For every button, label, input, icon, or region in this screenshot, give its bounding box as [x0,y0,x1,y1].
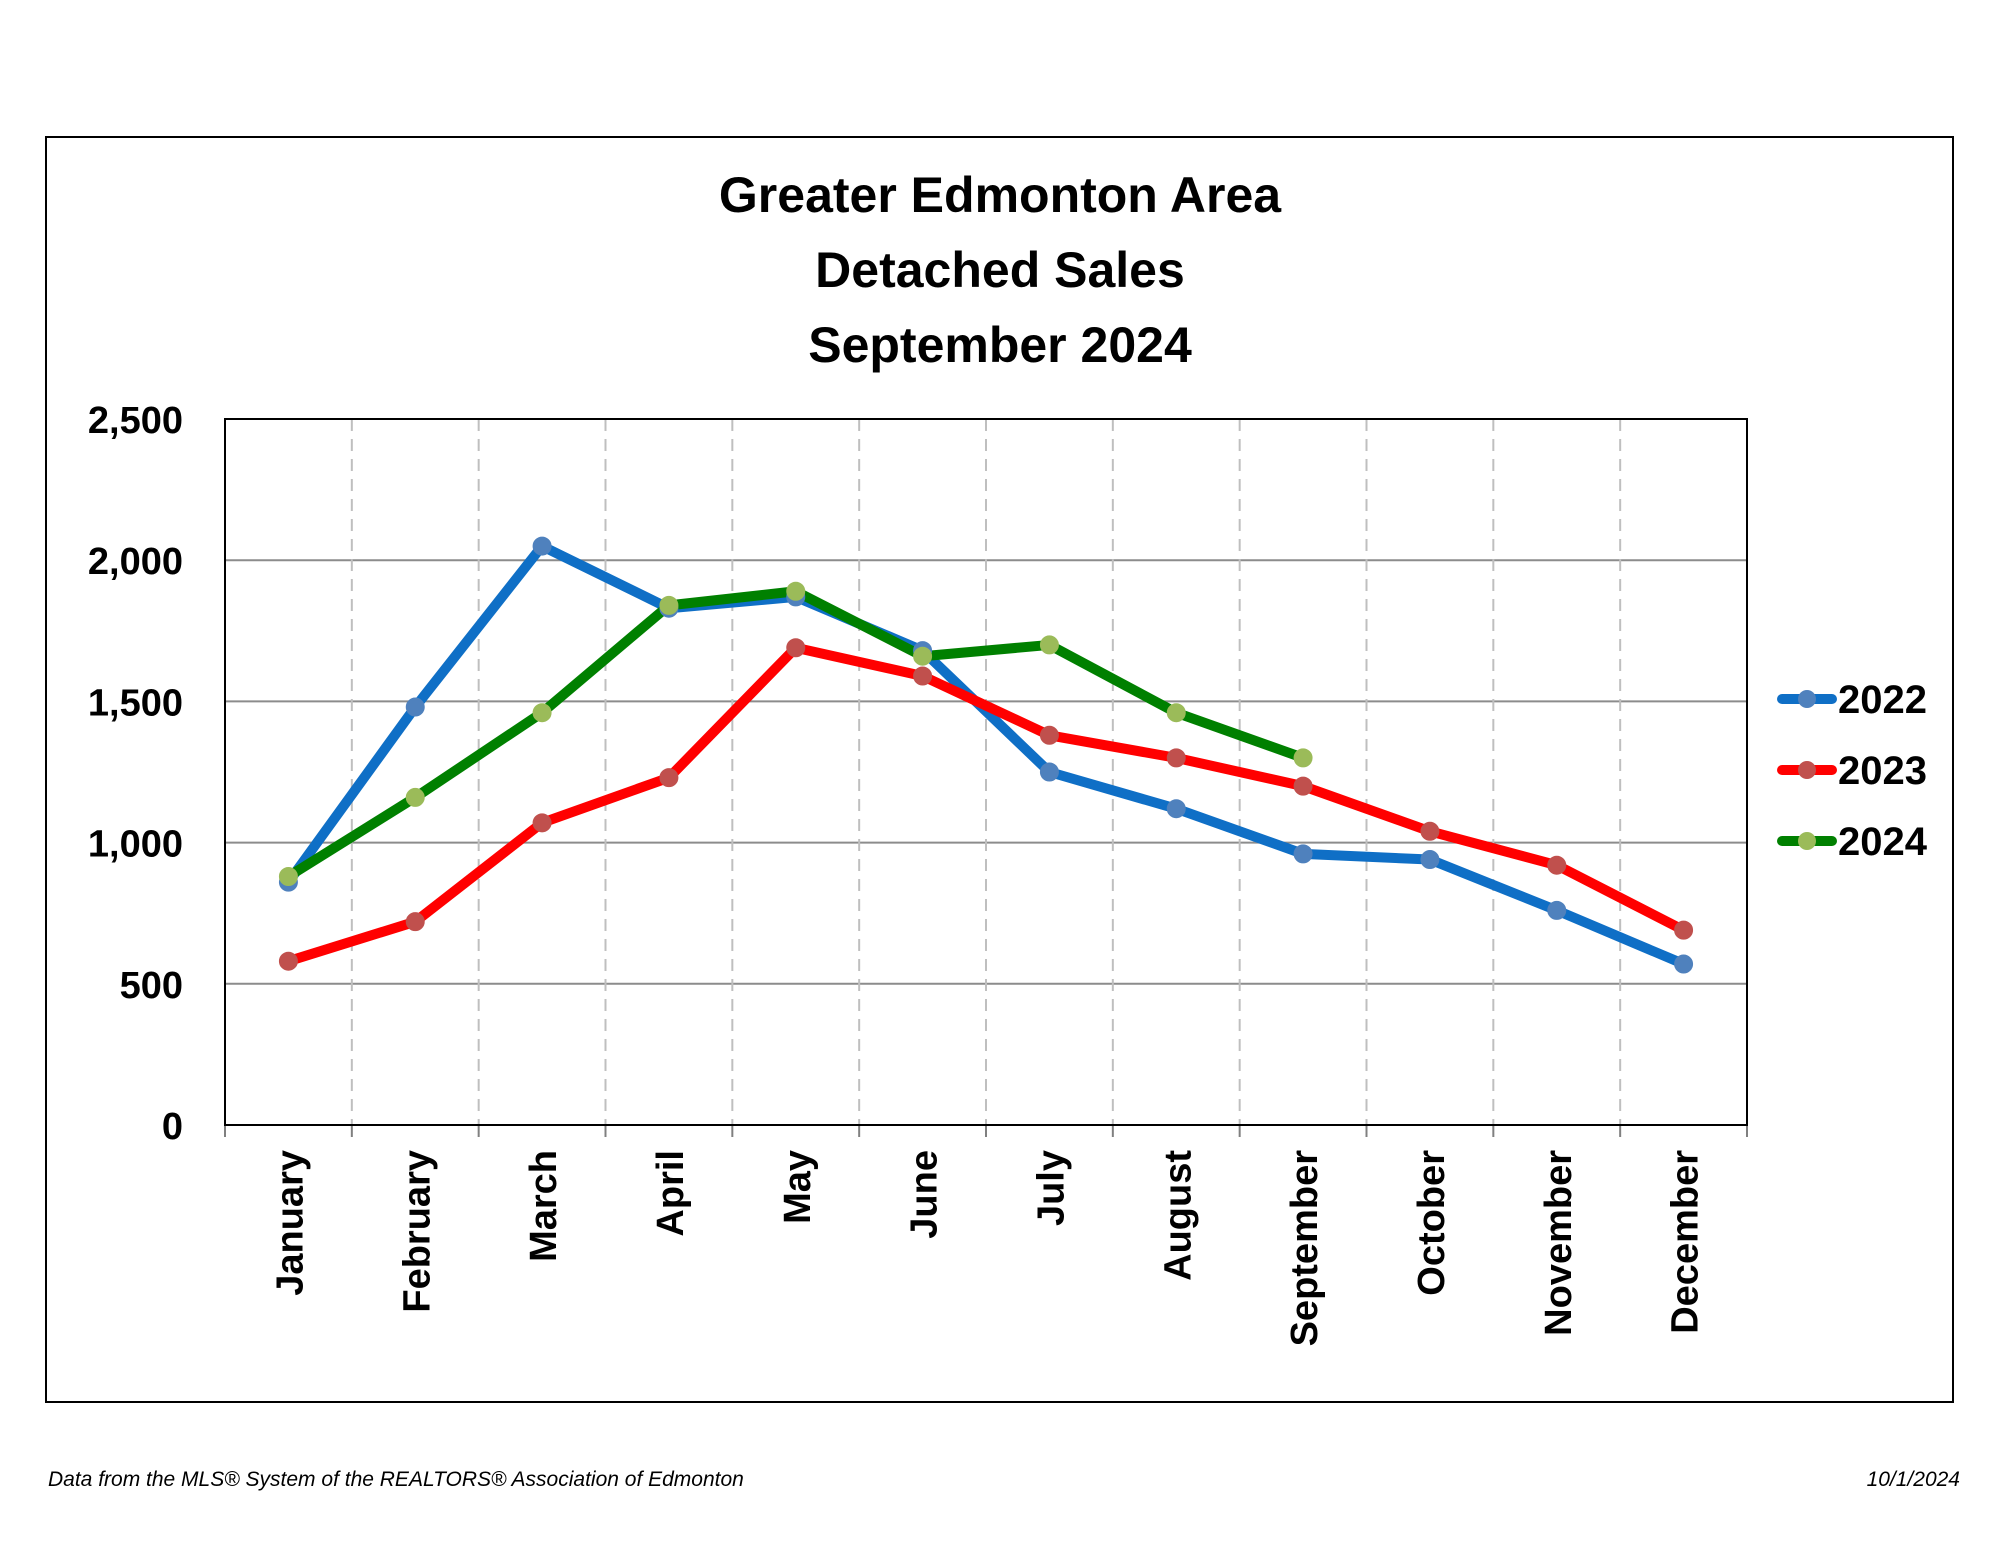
y-tick-label: 500 [120,965,183,1007]
data-point-2023 [1547,855,1567,875]
data-point-2023 [1166,748,1186,768]
data-point-2023 [405,912,425,932]
y-tick-label: 2,500 [88,400,183,442]
data-point-2023 [659,768,679,788]
y-tick-label: 1,500 [88,682,183,724]
data-point-2024 [532,703,552,723]
chart-title-line: September 2024 [808,317,1192,373]
x-tick-label: February [396,1150,438,1313]
data-point-2023 [1420,821,1440,841]
x-tick-label: January [269,1150,311,1296]
data-point-2024 [1293,748,1313,768]
grid-lines [224,419,1748,1137]
data-point-2022 [1293,844,1313,864]
data-point-2022 [1166,799,1186,819]
x-tick-label: March [523,1150,565,1262]
x-tick-label: December [1665,1150,1707,1334]
y-axis-tick-labels: 0 500 1,000 1,500 2,000 2,500 [88,400,183,1148]
data-point-2023 [1293,776,1313,796]
data-point-2022 [1674,954,1694,974]
legend-marker-2022 [1798,690,1816,708]
data-point-2022 [1420,850,1440,870]
data-point-2024 [1039,635,1059,655]
series-line-2023 [283,642,1689,967]
legend-marker-2024 [1798,832,1816,850]
data-point-2022 [405,697,425,717]
data-point-2022 [1547,900,1567,920]
legend-label-2023: 2023 [1838,749,1927,793]
x-axis-tick-labels: January February March April May June July Augu… [269,1150,1706,1347]
x-tick-label: June [904,1150,946,1239]
x-tick-label: September [1284,1150,1326,1347]
series-line-2022 [283,541,1689,970]
plot-area-border [224,418,1748,1126]
data-point-2023 [532,813,552,833]
data-point-2022 [1039,762,1059,782]
x-tick-label: April [650,1150,692,1237]
data-point-2024 [786,581,806,601]
y-tick-label: 2,000 [88,541,183,583]
legend-label-2022: 2022 [1838,678,1927,722]
data-point-2022 [532,536,552,556]
x-tick-label: May [777,1150,819,1224]
y-tick-label: 0 [162,1106,183,1148]
data-point-2024 [1166,703,1186,723]
data-point-2023 [1674,920,1694,940]
data-point-2023 [278,951,298,971]
footer-date: 10/1/2024 [1866,1468,1960,1491]
data-point-2024 [405,787,425,807]
data-point-2024 [659,595,679,615]
legend: 2022 2023 2024 [1777,678,1928,864]
data-point-2024 [278,866,298,886]
footer-source-note: Data from the MLS® System of the REALTOR… [48,1468,744,1491]
legend-label-2024: 2024 [1838,820,1928,864]
y-tick-label: 1,000 [88,824,183,866]
data-point-2023 [786,638,806,658]
chart-border [45,136,1954,1403]
x-tick-label: October [1411,1150,1453,1296]
x-tick-label: November [1538,1150,1580,1336]
chart-title: Greater Edmonton Area Detached Sales Septe… [719,167,1282,373]
series-lines [278,536,1694,974]
chart-title-line: Greater Edmonton Area [719,167,1282,223]
chart-title-line: Detached Sales [815,242,1185,298]
data-point-2024 [913,646,933,666]
x-tick-label: August [1157,1150,1199,1281]
legend-marker-2023 [1798,761,1816,779]
data-point-2023 [913,666,933,686]
data-point-2023 [1039,725,1059,745]
x-tick-label: July [1030,1150,1072,1226]
